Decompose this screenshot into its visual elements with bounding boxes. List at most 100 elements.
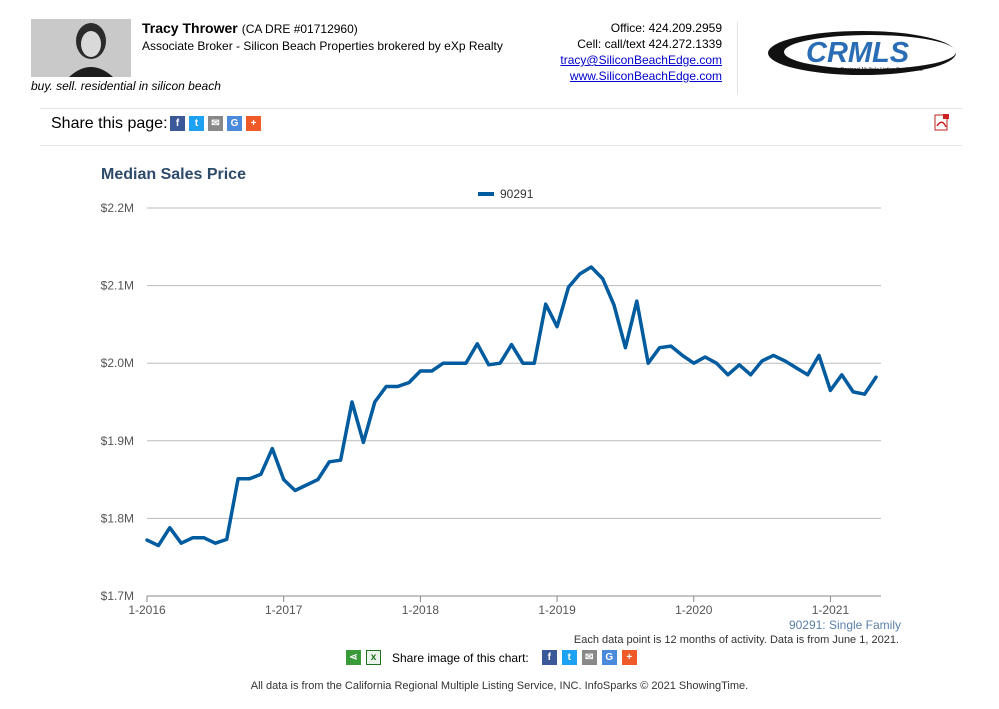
- data-point: [874, 375, 878, 379]
- data-point: [305, 483, 308, 487]
- divider-top: [40, 108, 962, 109]
- data-point: [202, 536, 206, 539]
- data-point: [362, 441, 365, 444]
- data-point: [783, 359, 787, 363]
- cell-phone: Cell: call/text 424.272.1339: [577, 37, 722, 51]
- data-point: [168, 526, 171, 529]
- share-image-label: Share image of this chart:: [392, 650, 529, 665]
- data-point: [806, 373, 809, 377]
- share-page-label: Share this page:: [51, 115, 168, 132]
- data-point: [578, 272, 582, 276]
- email-link[interactable]: tracy@SiliconBeachEdge.com: [560, 53, 722, 67]
- y-tick-label: $2.0M: [101, 356, 134, 370]
- data-point: [646, 362, 650, 365]
- office-phone: Office: 424.209.2959: [610, 21, 722, 35]
- website-link[interactable]: www.SiliconBeachEdge.com: [569, 69, 722, 83]
- pdf-icon[interactable]: [934, 114, 950, 131]
- agent-dre: (CA DRE #01712960): [241, 22, 358, 36]
- excel-icon[interactable]: x: [366, 650, 381, 665]
- data-point: [681, 354, 684, 357]
- divider-share: [40, 145, 962, 146]
- data-point: [726, 373, 730, 377]
- chart-legend[interactable]: 90291: [478, 187, 533, 201]
- twitter-icon[interactable]: t: [561, 650, 577, 665]
- data-point: [271, 447, 274, 450]
- data-point: [157, 544, 160, 547]
- plus-icon[interactable]: +: [621, 650, 637, 665]
- email-icon[interactable]: ✉: [581, 650, 597, 665]
- data-point: [749, 373, 752, 377]
- data-point: [590, 265, 593, 269]
- y-tick-label: $1.7M: [101, 589, 134, 603]
- data-point: [214, 542, 217, 545]
- data-point: [669, 344, 673, 348]
- data-point: [817, 354, 821, 357]
- data-point: [328, 460, 331, 463]
- data-point: [145, 538, 149, 542]
- data-point: [498, 362, 502, 365]
- data-point: [282, 478, 285, 481]
- data-point: [533, 362, 536, 365]
- data-point: [396, 385, 399, 388]
- data-point: [829, 389, 832, 392]
- data-point: [293, 489, 297, 492]
- crmls-logo: CRMLS California Regional Multiple Listi…: [766, 27, 958, 79]
- data-point: [555, 325, 559, 328]
- data-point: [852, 390, 855, 394]
- agent-name: Tracy Thrower: [142, 20, 238, 36]
- data-point: [441, 362, 445, 365]
- google-icon[interactable]: G: [227, 116, 242, 131]
- chart-title: Median Sales Price: [101, 166, 246, 183]
- y-tick-label: $1.9M: [101, 434, 134, 448]
- data-point: [567, 285, 570, 289]
- email-icon[interactable]: ✉: [208, 116, 223, 131]
- plus-icon[interactable]: +: [246, 116, 261, 131]
- data-point: [350, 400, 354, 404]
- facebook-icon[interactable]: f: [170, 116, 185, 131]
- x-tick-label: 1-2018: [402, 603, 440, 617]
- data-point: [760, 359, 764, 363]
- data-point: [635, 299, 638, 303]
- data-point: [179, 542, 183, 545]
- data-point: [692, 362, 695, 365]
- data-point: [612, 303, 616, 307]
- data-point: [544, 303, 547, 306]
- y-tick-label: $2.1M: [101, 279, 134, 293]
- data-point: [453, 362, 456, 365]
- data-point: [601, 277, 604, 280]
- data-point: [407, 381, 411, 384]
- data-point: [373, 400, 377, 404]
- series-caption: 90291: Single Family: [788, 618, 901, 632]
- agent-tagline: buy. sell. residential in silicon beach: [31, 79, 221, 93]
- data-point: [430, 369, 433, 373]
- data-point: [316, 478, 320, 481]
- data-note: Each data point is 12 months of activity…: [573, 634, 899, 646]
- data-point: [840, 373, 844, 377]
- x-tick-label: 1-2016: [128, 603, 166, 617]
- twitter-icon[interactable]: t: [189, 116, 204, 131]
- share-icon[interactable]: ⋖: [346, 650, 361, 665]
- logo-subtext: California Regional Multiple Listing Ser…: [818, 67, 924, 73]
- data-point: [259, 472, 263, 476]
- data-point: [715, 362, 718, 365]
- data-point: [236, 477, 240, 481]
- data-point: [191, 536, 194, 539]
- data-point: [385, 385, 388, 388]
- agent-photo: [31, 19, 131, 77]
- y-tick-label: $1.8M: [101, 511, 134, 525]
- data-point: [339, 459, 342, 462]
- contact-block: Office: 424.209.2959 Cell: call/text 424…: [560, 20, 722, 84]
- footer-note: All data is from the California Regional…: [250, 680, 749, 692]
- data-point: [225, 538, 228, 541]
- data-point: [464, 362, 468, 365]
- data-point: [419, 369, 422, 373]
- logo-text: CRMLS: [806, 37, 910, 69]
- facebook-icon[interactable]: f: [541, 650, 557, 665]
- data-point: [476, 342, 479, 345]
- agent-role: Associate Broker - Silicon Beach Propert…: [142, 39, 503, 53]
- data-point: [772, 354, 775, 357]
- google-icon[interactable]: G: [601, 650, 617, 665]
- legend-swatch: [478, 192, 494, 196]
- x-tick-label: 1-2020: [675, 603, 713, 617]
